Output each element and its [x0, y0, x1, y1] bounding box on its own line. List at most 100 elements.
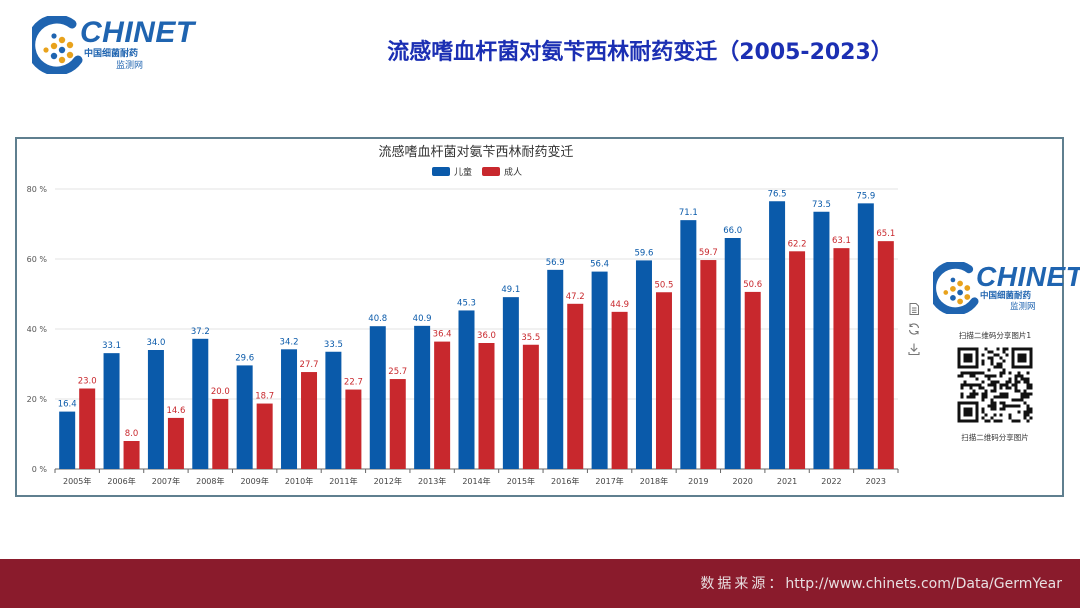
logo-subtitle-2: 监测网: [116, 61, 144, 71]
chinet-logo-top: CHINET 中国细菌耐药 监测网: [32, 16, 195, 74]
bar-children: [502, 297, 519, 469]
x-tick-label: 2020: [733, 477, 753, 486]
bar-adults: [389, 379, 406, 469]
data-label: 20.0: [211, 387, 230, 397]
save-image-icon[interactable]: [907, 342, 921, 356]
bar-children: [281, 349, 298, 469]
bar-adults: [345, 389, 362, 469]
logo-subtitle: 中国细菌耐药: [980, 291, 1032, 301]
y-tick-label: 60 %: [27, 255, 48, 264]
data-label: 33.1: [102, 341, 121, 351]
bar-children: [458, 310, 475, 469]
chinet-logo-side: CHINET 中国细菌耐药 监测网: [933, 262, 1080, 314]
bar-adults: [79, 388, 96, 469]
x-tick-label: 2016年: [551, 476, 579, 486]
legend-swatch-0: [432, 167, 450, 176]
bar-children: [813, 211, 830, 469]
x-tick-label: 2011年: [329, 476, 357, 486]
y-tick-label: 20 %: [27, 395, 48, 404]
qr-caption-top: 扫描二维码分享图片1: [958, 331, 1032, 340]
bar-children: [680, 220, 697, 469]
bar-children: [369, 326, 386, 469]
bar-children: [857, 203, 874, 469]
slide-title: 流感嗜血杆菌对氨苄西林耐药变迁（2005-2023）: [387, 40, 893, 65]
bar-adults: [611, 311, 628, 469]
data-label: 75.9: [856, 191, 875, 201]
data-label: 63.1: [832, 236, 851, 246]
data-label: 76.5: [768, 189, 787, 199]
x-tick-label: 2022: [821, 477, 841, 486]
bar-children: [59, 411, 76, 469]
x-tick-label: 2021: [777, 477, 797, 486]
data-label: 36.4: [433, 330, 452, 340]
logo-subtitle: 中国细菌耐药: [84, 49, 139, 59]
data-label: 71.1: [679, 208, 698, 218]
data-label: 59.7: [699, 248, 718, 258]
bar-adults: [789, 251, 806, 469]
bar-adults: [434, 341, 451, 469]
bar-adults: [123, 441, 140, 469]
bar-children: [236, 365, 253, 469]
data-label: 45.3: [457, 298, 476, 308]
data-label: 40.8: [368, 314, 387, 324]
bar-adults: [744, 291, 761, 469]
data-label: 18.7: [255, 392, 274, 402]
chinet-globe-icon: [933, 262, 979, 314]
x-tick-label: 2014年: [462, 476, 490, 486]
x-tick-label: 2023: [866, 477, 886, 486]
data-label: 66.0: [723, 226, 742, 236]
data-view-icon[interactable]: [907, 302, 921, 316]
data-source-url[interactable]: http://www.chinets.com/Data/GermYear: [785, 576, 1062, 592]
bar-children: [724, 238, 741, 469]
x-tick-label: 2012年: [374, 476, 402, 486]
data-label: 40.9: [413, 314, 432, 324]
data-label: 33.5: [324, 340, 343, 350]
logo-subtitle-2: 监测网: [1010, 302, 1036, 312]
bar-adults: [567, 303, 584, 469]
chinet-globe-icon: [32, 16, 83, 74]
data-source: 数据来源：http://www.chinets.com/Data/GermYea…: [700, 573, 1062, 593]
x-tick-label: 2005年: [63, 476, 91, 486]
bar-adults: [833, 248, 850, 469]
legend-label-0: 儿童: [454, 166, 472, 178]
data-label: 50.5: [655, 280, 674, 290]
x-tick-label: 2007年: [152, 476, 180, 486]
data-label: 50.6: [743, 280, 762, 290]
data-label: 59.6: [635, 248, 654, 258]
data-label: 65.1: [876, 229, 895, 239]
data-label: 27.7: [300, 360, 319, 370]
x-tick-label: 2015年: [507, 476, 535, 486]
qr-code-icon[interactable]: [956, 346, 1034, 424]
bar-adults: [700, 260, 717, 469]
bar-adults: [212, 399, 229, 469]
data-label: 49.1: [501, 285, 520, 295]
y-tick-label: 0 %: [32, 465, 48, 474]
legend-label-1: 成人: [504, 166, 522, 178]
y-tick-label: 40 %: [27, 325, 48, 334]
data-label: 34.0: [146, 338, 165, 348]
bar-adults: [301, 372, 318, 469]
bar-adults: [522, 344, 539, 469]
chart-title: 流感嗜血杆菌对氨苄西林耐药变迁: [378, 144, 573, 160]
data-label: 29.6: [235, 353, 254, 363]
x-tick-label: 2019: [688, 477, 708, 486]
x-tick-label: 2010年: [285, 476, 313, 486]
x-tick-label: 2006年: [107, 476, 135, 486]
data-label: 36.0: [477, 331, 496, 341]
data-label: 35.5: [521, 333, 540, 343]
qr-caption-bottom: 扫描二维码分享图片: [961, 433, 1029, 442]
data-label: 22.7: [344, 378, 363, 388]
qr-share-panel: 扫描二维码分享图片1 扫描二维码分享图片: [950, 330, 1040, 444]
restore-icon[interactable]: [907, 322, 921, 336]
bar-adults: [877, 241, 894, 469]
data-label: 62.2: [788, 239, 807, 249]
bar-children: [547, 269, 564, 469]
data-label: 16.4: [58, 400, 77, 410]
data-label: 8.0: [125, 429, 139, 439]
data-label: 44.9: [610, 300, 629, 310]
bar-children: [635, 260, 652, 469]
logo-brand-text: CHINET: [80, 16, 195, 49]
data-label: 23.0: [78, 377, 97, 387]
bar-adults: [256, 403, 273, 469]
